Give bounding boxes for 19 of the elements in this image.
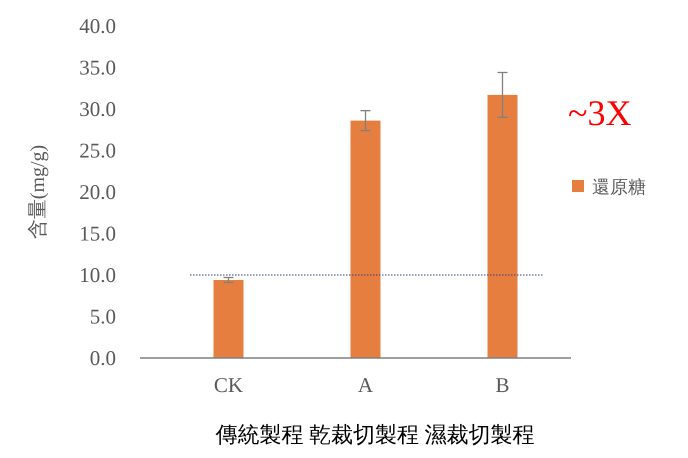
y-tick-label: 15.0 xyxy=(79,222,116,246)
bar xyxy=(488,94,518,358)
x-tick-label: CK xyxy=(214,373,244,397)
y-tick-label: 30.0 xyxy=(79,97,116,121)
legend-label: 還原糖 xyxy=(592,177,646,197)
text: ~3X xyxy=(568,93,632,133)
y-tick-label: 10.0 xyxy=(79,263,116,287)
y-tick-label: 5.0 xyxy=(90,304,116,328)
x-tick-label: B xyxy=(495,373,510,397)
y-tick-label: 20.0 xyxy=(79,180,116,204)
bar xyxy=(350,120,380,358)
x-axis-title: 傳統製程 乾裁切製程 濕裁切製程 xyxy=(214,422,534,447)
y-tick-label: 35.0 xyxy=(79,56,116,80)
y-axis-title: 含量(mg/g) xyxy=(27,144,49,240)
y-tick-label: 40.0 xyxy=(79,14,116,38)
x-tick-label: A xyxy=(358,373,374,397)
bar xyxy=(214,280,244,358)
y-tick-label: 25.0 xyxy=(79,138,116,162)
y-tick-label: 0.0 xyxy=(90,346,116,370)
